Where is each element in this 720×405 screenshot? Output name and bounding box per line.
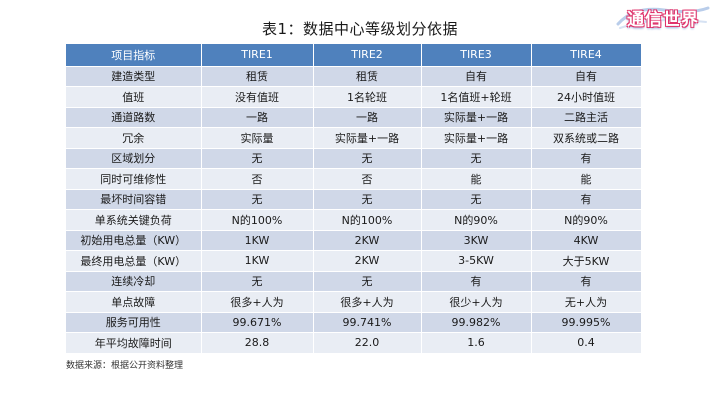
- table-row: 建造类型 租赁 租赁 自有 自有: [66, 66, 642, 87]
- row-label-cell: 连续冷却: [66, 271, 202, 292]
- table-cell: 一路: [313, 107, 422, 128]
- row-label-cell: 值班: [66, 86, 202, 108]
- table-cell: 无: [421, 148, 532, 169]
- table-cell: 24小时值班: [531, 86, 642, 108]
- logo-text: 通信世界: [627, 9, 699, 30]
- table-row: 单点故障 很多+人为 很多+人为 很少+人为 无+人为: [66, 291, 642, 313]
- table-cell: 无: [201, 271, 314, 292]
- row-label-cell: 服务可用性: [66, 312, 202, 333]
- row-label-cell: 冗余: [66, 127, 202, 149]
- row-label-cell: 区域划分: [66, 148, 202, 169]
- table-cell: 99.741%: [313, 312, 422, 333]
- row-label-cell: 同时可维修性: [66, 168, 202, 190]
- table-row: 区域划分无无无有: [66, 148, 642, 169]
- table-cell: 99.671%: [201, 312, 314, 333]
- source-note: 数据来源：根据公开资料整理: [66, 361, 184, 371]
- data-table: 项目指标 TIRE1 TIRE2 TIRE3 TIRE4 建造类型 租赁 租赁 自有自…: [66, 44, 642, 354]
- header-cell: 项目指标: [66, 44, 202, 67]
- table-cell: 0.4: [531, 332, 642, 354]
- table-cell: 1.6: [421, 332, 532, 354]
- table-cell: 很多+人为: [313, 291, 422, 313]
- table-cell: 有: [421, 271, 532, 292]
- table-cell: 有: [531, 148, 642, 169]
- table-row: 通道路数 一路 一路 实际量+一路 二路主活: [66, 107, 642, 128]
- table-cell: 3-5KW: [421, 250, 532, 272]
- table-row: 值班 没有值班 1名轮班 1名值班+轮班 24小时值班: [66, 86, 642, 108]
- table-body: 建造类型 租赁 租赁 自有 自有 值班 没有值班 1名轮班 1名值班+轮班 24小时值班 通道路数一…: [66, 66, 642, 354]
- table-cell: 没有值班: [201, 86, 314, 108]
- table-cell: 实际量: [201, 127, 314, 149]
- table-cell: 2KW: [313, 250, 422, 272]
- table-cell: N的90%: [421, 209, 532, 231]
- table-row: 最坏时间容错无无无有: [66, 189, 642, 210]
- table-cell: 自有: [531, 66, 642, 87]
- table-cell: 有: [531, 189, 642, 210]
- table-cell: 无: [313, 148, 422, 169]
- table-cell: 无: [421, 189, 532, 210]
- table-cell: 有: [531, 271, 642, 292]
- table-cell: 实际量+一路: [313, 127, 422, 149]
- table-row: 初始用电总量（KW） 1KW 2KW 3KW 4KW: [66, 230, 642, 251]
- table-row: 同时可维修性否否能能: [66, 168, 642, 190]
- table-cell: 二路主活: [531, 107, 642, 128]
- table-cell: 租赁: [201, 66, 314, 87]
- table-cell: 1名轮班: [313, 86, 422, 108]
- table-row: 服务可用性 99.671% 99.741% 99.982% 99.995%: [66, 312, 642, 333]
- header-cell: TIRE3: [421, 44, 532, 67]
- table-cell: 租赁: [313, 66, 422, 87]
- table-cell: 能: [531, 168, 642, 190]
- table-cell: 否: [201, 168, 314, 190]
- table-cell: N的100%: [313, 209, 422, 231]
- logo-swoosh-icon: [616, 6, 710, 29]
- brand-logo: 通信世界: [614, 4, 712, 30]
- table-cell: 1KW: [201, 230, 314, 251]
- table-cell: 实际量+一路: [421, 127, 532, 149]
- table-cell: 4KW: [531, 230, 642, 251]
- row-label-cell: 建造类型: [66, 66, 202, 87]
- table-header-row: 项目指标 TIRE1 TIRE2 TIRE3 TIRE4: [66, 44, 642, 67]
- table-row: 最终用电总量（KW） 1KW 2KW 3-5KW 大于5KW: [66, 250, 642, 272]
- table-cell: 22.0: [313, 332, 422, 354]
- table-cell: 一路: [201, 107, 314, 128]
- table-cell: 3KW: [421, 230, 532, 251]
- table-cell: 无: [201, 189, 314, 210]
- row-label-cell: 初始用电总量（KW）: [66, 230, 202, 251]
- table-cell: 否: [313, 168, 422, 190]
- header-cell: TIRE2: [313, 44, 422, 67]
- row-label-cell: 通道路数: [66, 107, 202, 128]
- table-title: 表1：数据中心等级划分依据: [261, 20, 459, 38]
- row-label-cell: 单点故障: [66, 291, 202, 313]
- table-cell: N的90%: [531, 209, 642, 231]
- table-cell: 双系统或二路: [531, 127, 642, 149]
- table-row: 连续冷却无无有有: [66, 271, 642, 292]
- table-row: 单系统关键负荷 N的100% N的100% N的90% N的90%: [66, 209, 642, 231]
- table-cell: 1KW: [201, 250, 314, 272]
- row-label-cell: 年平均故障时间: [66, 332, 202, 354]
- table-cell: 1名值班+轮班: [421, 86, 532, 108]
- row-label-cell: 最终用电总量（KW）: [66, 250, 202, 272]
- row-label-cell: 最坏时间容错: [66, 189, 202, 210]
- table-cell: N的100%: [201, 209, 314, 231]
- table-cell: 99.982%: [421, 312, 532, 333]
- table-cell: 28.8: [201, 332, 314, 354]
- row-label-cell: 单系统关键负荷: [66, 209, 202, 231]
- table-cell: 无: [313, 271, 422, 292]
- table-cell: 能: [421, 168, 532, 190]
- table-row: 年平均故障时间 28.8 22.0 1.6 0.4: [66, 332, 642, 354]
- table-cell: 99.995%: [531, 312, 642, 333]
- table-cell: 很多+人为: [201, 291, 314, 313]
- table-cell: 自有: [421, 66, 532, 87]
- table-cell: 无: [201, 148, 314, 169]
- table-cell: 很少+人为: [421, 291, 532, 313]
- table-cell: 大于5KW: [531, 250, 642, 272]
- header-cell: TIRE1: [201, 44, 314, 67]
- table-cell: 实际量+一路: [421, 107, 532, 128]
- table-cell: 2KW: [313, 230, 422, 251]
- table-cell: 无+人为: [531, 291, 642, 313]
- header-cell: TIRE4: [531, 44, 642, 67]
- table-row: 冗余 实际量 实际量+一路 实际量+一路 双系统或二路: [66, 127, 642, 149]
- table-cell: 无: [313, 189, 422, 210]
